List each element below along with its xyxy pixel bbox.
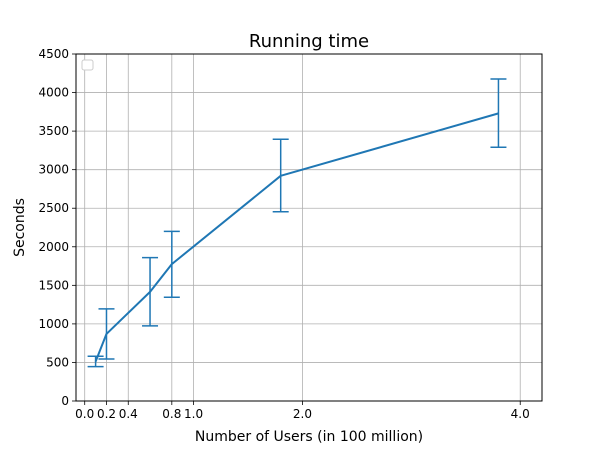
y-tick-label: 2500 (38, 201, 69, 215)
y-tick-label: 2000 (38, 240, 69, 254)
y-tick-label: 4500 (38, 47, 69, 61)
y-tick-label: 3000 (38, 163, 69, 177)
chart-title: Running time (249, 31, 369, 52)
x-tick-label: 4.0 (511, 407, 530, 421)
x-tick-label: 0.4 (119, 407, 138, 421)
x-tick-label: 1.0 (184, 407, 203, 421)
x-tick-label: 2.0 (293, 407, 312, 421)
y-axis-label: Seconds (12, 198, 28, 257)
y-tick-label: 0 (61, 394, 69, 408)
y-tick-label: 500 (46, 355, 69, 369)
series-layer (87, 78, 507, 368)
ticks: 0.0 0.2 0.4 0.8 1.0 2.0 4.0 0 500 1000 1500 2000 250… (38, 47, 529, 421)
y-tick-label: 1500 (38, 278, 69, 292)
x-tick-label: 0.8 (162, 407, 181, 421)
y-tick-label: 1000 (38, 317, 69, 331)
x-tick-label: 0.0 (75, 407, 94, 421)
x-axis-label: Number of Users (in 100 million) (195, 429, 423, 445)
series-line (94, 112, 499, 363)
y-tick-label: 3500 (38, 124, 69, 138)
plot-frame (75, 53, 543, 402)
y-tick-label: 4000 (38, 86, 69, 100)
legend-box (81, 59, 94, 71)
x-tick-label: 0.2 (97, 407, 116, 421)
